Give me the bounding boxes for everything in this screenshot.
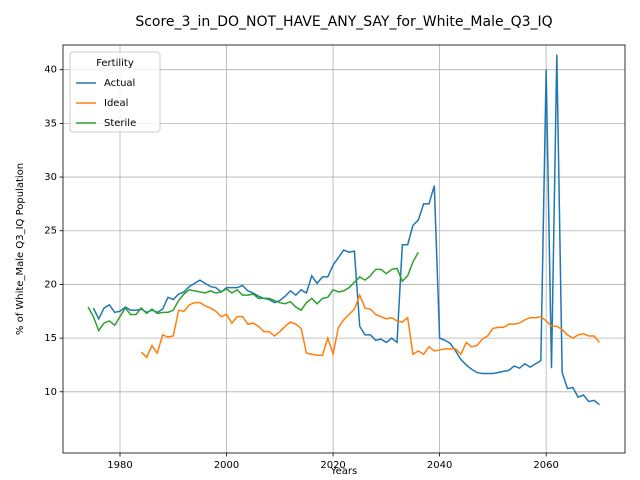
legend-box <box>69 51 161 133</box>
y-tick-label: 10 <box>44 387 57 398</box>
y-tick-label: 40 <box>44 65 57 76</box>
y-tick-label: 20 <box>44 279 57 290</box>
y-tick-label: 15 <box>44 333 57 344</box>
x-tick-label: 2040 <box>427 460 452 471</box>
y-axis-label: % of White_Male Q3_IQ Population <box>15 163 26 335</box>
x-tick-label: 2020 <box>320 460 345 471</box>
x-tick-label: 2060 <box>533 460 558 471</box>
x-tick-label: 1980 <box>107 460 132 471</box>
legend-label: Actual <box>104 78 135 89</box>
legend-label: Ideal <box>104 98 128 109</box>
x-axis-label: Years <box>330 466 357 477</box>
y-tick-label: 25 <box>44 226 57 237</box>
line <box>87 251 419 333</box>
plot-frame <box>62 44 626 454</box>
y-tick-label: 30 <box>44 172 57 183</box>
legend-title: Fertility <box>96 58 134 69</box>
line <box>92 54 600 406</box>
legend-label: Sterile <box>104 118 136 129</box>
y-tick-label: 35 <box>44 118 57 129</box>
x-tick-label: 2000 <box>214 460 239 471</box>
line <box>140 293 601 359</box>
chart-title: Score_3_in_DO_NOT_HAVE_ANY_SAY_for_White… <box>135 14 552 30</box>
